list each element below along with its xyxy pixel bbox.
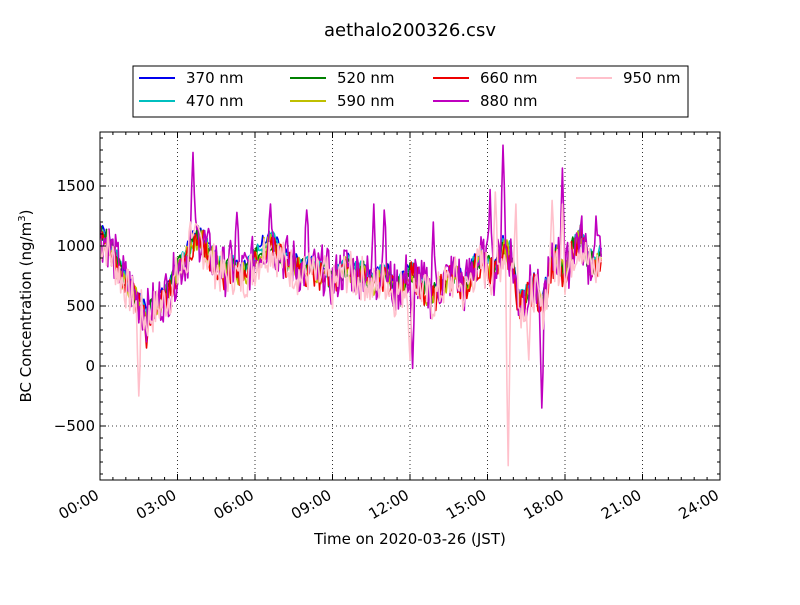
y-tick-label: 1500 xyxy=(57,177,95,195)
x-tick-label: 21:00 xyxy=(598,486,644,523)
grid-lines xyxy=(100,132,720,480)
x-axis-label: Time on 2020-03-26 (JST) xyxy=(313,530,506,548)
legend-label: 520 nm xyxy=(337,69,395,87)
x-tick-label: 12:00 xyxy=(366,486,412,523)
chart-title: aethalo200326.csv xyxy=(324,20,496,41)
y-tick-label: −500 xyxy=(54,417,95,435)
legend: 370 nm 470 nm 520 nm 590 nm 660 nm 880 nm 950 … xyxy=(132,65,689,118)
y-tick-label: 500 xyxy=(66,297,95,315)
y-axis-label-superscript: 3 xyxy=(17,215,28,221)
x-tick-label: 06:00 xyxy=(211,486,257,523)
y-axis-label-main: BC Concentration (ng/m xyxy=(17,222,35,403)
x-tick-label: 24:00 xyxy=(676,486,722,523)
legend-label: 880 nm xyxy=(480,92,538,110)
y-tick-label: 0 xyxy=(85,357,95,375)
y-tick-label: 1000 xyxy=(57,237,95,255)
x-tick-label: 15:00 xyxy=(443,486,489,523)
x-tick-label: 03:00 xyxy=(133,486,179,523)
legend-box xyxy=(132,65,689,118)
series-lines xyxy=(100,144,602,467)
legend-label: 370 nm xyxy=(186,69,244,87)
x-tick-label: 18:00 xyxy=(521,486,567,523)
y-axis-label: BC Concentration (ng/m3) xyxy=(17,210,35,403)
legend-label: 590 nm xyxy=(337,92,395,110)
y-axis-label-close: ) xyxy=(17,210,35,216)
x-tick-label: 09:00 xyxy=(288,486,334,523)
legend-label: 660 nm xyxy=(480,69,538,87)
axis-ticks: 00:00 03:00 06:00 09:00 12:00 15:00 18:00 21:00… xyxy=(54,132,722,523)
series-line-950-nm xyxy=(100,191,602,467)
legend-label: 470 nm xyxy=(186,92,244,110)
x-tick-label: 00:00 xyxy=(56,486,102,523)
legend-label: 950 nm xyxy=(623,69,681,87)
